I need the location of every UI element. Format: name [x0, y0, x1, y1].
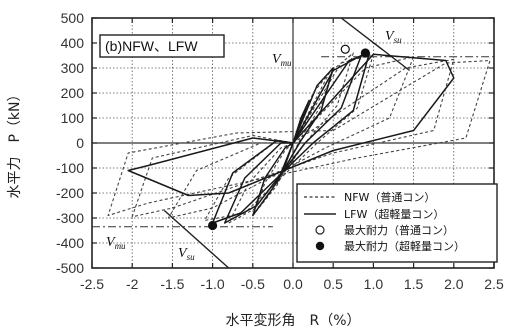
lfw-loop-line — [127, 53, 455, 197]
x-tick-label: 0.5 — [323, 276, 343, 292]
nfw-peak-point — [340, 44, 350, 54]
legend-nfw-label: NFW（普通コン） — [344, 190, 435, 204]
panel-label-box — [99, 34, 225, 58]
y-tick-label: -100 — [56, 160, 84, 176]
vsu-pos-label: Vsu — [385, 29, 402, 45]
plot-frame — [91, 17, 495, 269]
x-tick-label: -2.5 — [80, 276, 104, 292]
vsu-pos-sub: su — [394, 35, 403, 45]
x-axis-title: 水平変形角 R（%） — [225, 312, 360, 329]
x-tick-label: 2.5 — [484, 276, 504, 292]
tick-labels: -2.5 -2 -1.5 -1.0 -0.5 0.0 0.5 1.0 1.5 2.0 2.5 500 4… — [56, 10, 504, 292]
x-tick-label: 0.0 — [283, 276, 303, 292]
legend-lfw-label: LFW（超軽量コン） — [344, 207, 444, 221]
vsu-neg-label: Vsu — [178, 246, 195, 262]
nfw-loop-line — [107, 59, 491, 217]
vmu-neg-main: V — [106, 235, 116, 250]
vsu-neg-main: V — [178, 246, 188, 261]
lfw-loop-line — [252, 67, 334, 217]
legend-peak-lfw-label: 最大耐力（超軽量コン） — [344, 239, 465, 253]
y-tick-label: 100 — [61, 110, 85, 126]
nfw-loop-line — [228, 52, 354, 224]
series-layer — [107, 52, 491, 224]
x-tick-label: 2.0 — [444, 276, 464, 292]
legend-box — [296, 183, 498, 263]
y-tick-label: -400 — [56, 235, 84, 251]
y-tick-label: 400 — [61, 35, 85, 51]
nfw-loop-line — [204, 53, 374, 222]
nfw-loop-line — [167, 56, 415, 219]
lfw-peak-point — [360, 48, 370, 58]
x-tick-label: 1.0 — [364, 276, 384, 292]
panel-label: (b)NFW、LFW — [105, 38, 198, 54]
vsu-negative-line — [163, 209, 230, 269]
vmu-pos-sub: mu — [281, 58, 292, 68]
y-tick-label: 300 — [61, 60, 85, 76]
lfw-peak-point — [208, 220, 218, 231]
y-tick-label: -300 — [56, 210, 84, 226]
legend-peak-nfw-label: 最大耐力（普通コン） — [344, 223, 454, 237]
y-tick-label: 0 — [76, 135, 84, 151]
vmu-neg-label: Vmu — [106, 235, 126, 251]
y-tick-label: 500 — [61, 10, 85, 26]
y-tick-label: -500 — [56, 260, 84, 276]
x-tick-label: -1.0 — [201, 276, 225, 292]
nfw-loop-line — [252, 67, 334, 217]
legend-open-circle-marker — [315, 225, 325, 235]
x-tick-label: -0.5 — [241, 276, 265, 292]
lfw-loop-line — [211, 52, 371, 224]
legend: NFW（普通コン） LFW（超軽量コン） 最大耐力（普通コン） 最大耐力（超軽量… — [296, 183, 498, 263]
peak-points — [208, 44, 370, 231]
legend-filled-circle-marker — [315, 241, 325, 251]
vmu-pos-label: Vmu — [272, 52, 292, 68]
y-tick-label: -200 — [56, 185, 84, 201]
vsu-positive-line — [340, 17, 411, 72]
y-tick-label: 200 — [61, 85, 85, 101]
x-tick-label: -1.5 — [160, 276, 184, 292]
x-tick-label: 1.5 — [404, 276, 424, 292]
vsu-pos-main: V — [385, 29, 395, 44]
vmu-pos-main: V — [272, 52, 282, 67]
vmu-neg-sub: mu — [115, 241, 126, 251]
y-axis-title: 水平力 P（kN） — [7, 87, 23, 198]
x-tick-label: -2 — [126, 276, 139, 292]
vsu-neg-sub: su — [187, 252, 196, 262]
